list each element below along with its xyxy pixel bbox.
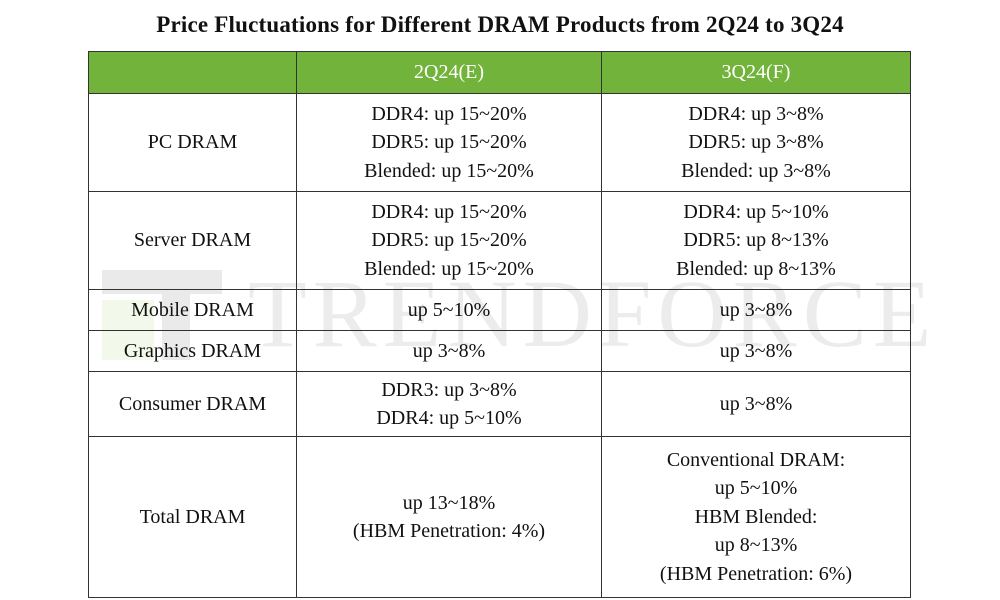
product-label: PC DRAM <box>88 93 297 192</box>
cell-line: up 13~18% <box>402 491 496 514</box>
cell-2q24: DDR4: up 15~20% DDR5: up 15~20% Blended:… <box>296 93 602 192</box>
cell-3q24: DDR4: up 3~8% DDR5: up 3~8% Blended: up … <box>601 93 911 192</box>
cell-3q24: up 3~8% <box>601 289 911 331</box>
cell-2q24: up 13~18% (HBM Penetration: 4%) <box>296 436 602 598</box>
cell-line: up 3~8% <box>412 339 486 362</box>
table-row: Server DRAM DDR4: up 15~20% DDR5: up 15~… <box>88 191 911 290</box>
cell-line: up 3~8% <box>719 392 793 415</box>
cell-2q24: DDR3: up 3~8% DDR4: up 5~10% <box>296 371 602 437</box>
cell-line: Blended: up 15~20% <box>364 257 534 280</box>
header-cell-product <box>88 51 297 94</box>
price-table: 2Q24(E) 3Q24(F) PC DRAM DDR4: up 15~20% … <box>88 51 911 598</box>
product-label: Server DRAM <box>88 191 297 290</box>
product-label: Total DRAM <box>88 436 297 598</box>
cell-3q24: up 3~8% <box>601 330 911 372</box>
cell-2q24: DDR4: up 15~20% DDR5: up 15~20% Blended:… <box>296 191 602 290</box>
cell-line: up 3~8% <box>719 339 793 362</box>
cell-line: HBM Blended: <box>694 505 818 528</box>
header-row: 2Q24(E) 3Q24(F) <box>88 51 911 94</box>
cell-line: Blended: up 8~13% <box>676 257 836 280</box>
cell-line: up 3~8% <box>719 298 793 321</box>
product-label: Consumer DRAM <box>88 371 297 437</box>
cell-line: DDR5: up 15~20% <box>371 229 527 252</box>
cell-line: DDR3: up 3~8% <box>381 378 517 401</box>
cell-line: (HBM Penetration: 6%) <box>659 562 853 585</box>
cell-2q24: up 5~10% <box>296 289 602 331</box>
cell-line: DDR4: up 15~20% <box>371 102 527 125</box>
table-row: Consumer DRAM DDR3: up 3~8% DDR4: up 5~1… <box>88 371 911 437</box>
cell-line: DDR4: up 5~10% <box>683 200 829 223</box>
cell-line: Blended: up 3~8% <box>681 159 831 182</box>
table-row: PC DRAM DDR4: up 15~20% DDR5: up 15~20% … <box>88 93 911 192</box>
cell-line: DDR4: up 15~20% <box>371 200 527 223</box>
table-row: Mobile DRAM up 5~10% up 3~8% <box>88 289 911 331</box>
header-cell-3q24: 3Q24(F) <box>601 51 911 94</box>
cell-line: DDR5: up 8~13% <box>683 229 829 252</box>
cell-2q24: up 3~8% <box>296 330 602 372</box>
cell-line: DDR4: up 3~8% <box>688 102 824 125</box>
cell-line: Conventional DRAM: <box>666 448 846 471</box>
cell-line: DDR5: up 15~20% <box>371 131 527 154</box>
cell-line: up 5~10% <box>714 477 798 500</box>
cell-line: (HBM Penetration: 4%) <box>352 520 546 542</box>
cell-line: DDR4: up 5~10% <box>376 407 522 429</box>
table-row: Graphics DRAM up 3~8% up 3~8% <box>88 330 911 372</box>
product-label: Graphics DRAM <box>88 330 297 372</box>
cell-line: DDR5: up 3~8% <box>688 131 824 154</box>
table-row-total: Total DRAM up 13~18% (HBM Penetration: 4… <box>88 436 911 598</box>
cell-line: Blended: up 15~20% <box>364 159 534 182</box>
cell-3q24: Conventional DRAM: up 5~10% HBM Blended:… <box>601 436 911 598</box>
product-label: Mobile DRAM <box>88 289 297 331</box>
cell-3q24: up 3~8% <box>601 371 911 437</box>
header-cell-2q24: 2Q24(E) <box>296 51 602 94</box>
cell-line: up 8~13% <box>714 534 798 557</box>
page-title: Price Fluctuations for Different DRAM Pr… <box>156 12 844 37</box>
cell-3q24: DDR4: up 5~10% DDR5: up 8~13% Blended: u… <box>601 191 911 290</box>
cell-line: up 5~10% <box>407 298 491 321</box>
